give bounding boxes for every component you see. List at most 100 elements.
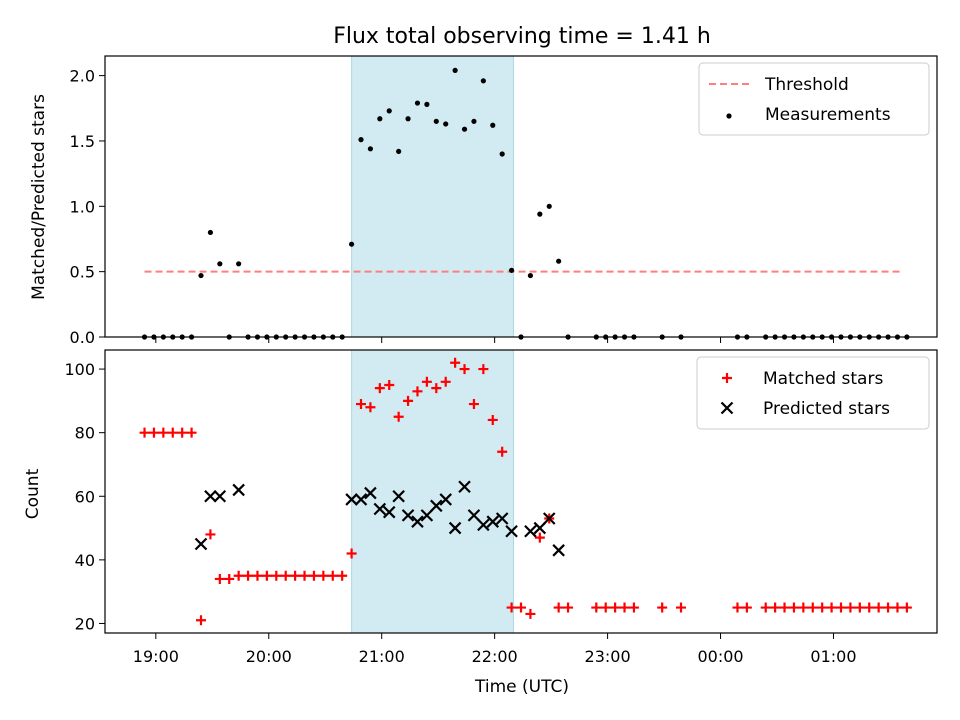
matched-star-point: [516, 602, 526, 613]
bottom-axes-frame: [104, 349, 938, 634]
matched-star-point: [459, 364, 470, 375]
predicted-star-point: [542, 512, 556, 525]
predicted-star-point: [232, 483, 245, 497]
matched-star-point: [788, 602, 799, 613]
measurement-point: [236, 261, 242, 267]
legend-label: Predicted stars: [763, 399, 890, 419]
matched-star-point: [327, 570, 338, 581]
matched-star-point: [290, 570, 301, 581]
predicted-star-point: [364, 486, 377, 500]
matched-star-point: [487, 414, 498, 425]
matched-star-point: [308, 570, 319, 581]
measurement-point: [527, 272, 534, 279]
predicted-star-point: [524, 524, 537, 538]
x-tick-label: 00:00: [697, 647, 743, 666]
matched-star-point: [337, 570, 348, 581]
matched-star-point: [892, 602, 903, 613]
legend-label: Matched stars: [763, 369, 883, 389]
matched-star-point: [403, 395, 414, 406]
measurement-point: [490, 122, 496, 128]
measurement-point: [377, 116, 383, 122]
predicted-star-point: [213, 489, 227, 503]
matched-star-point: [563, 602, 574, 613]
predicted-star-point: [430, 499, 443, 513]
measurement-point: [556, 258, 562, 264]
x-tick-label: 20:00: [246, 647, 292, 666]
matched-star-point: [525, 608, 536, 619]
measurement-point: [367, 146, 374, 152]
matched-star-point: [431, 383, 442, 394]
matched-star-point: [280, 570, 291, 581]
bottom-y-axis-label: Count: [23, 468, 43, 519]
top-y-axis-label: Matched/Predicted stars: [29, 94, 49, 300]
predicted-star-point: [458, 480, 471, 494]
matched-star-point: [770, 602, 781, 613]
matched-star-point: [506, 602, 517, 613]
predicted-star-point: [411, 515, 424, 528]
measurement-point: [537, 211, 543, 217]
matched-star-point: [356, 399, 366, 410]
bottom-y-tick-label: 60: [75, 487, 95, 506]
predicted-star-point: [448, 521, 462, 535]
matched-star-point: [478, 364, 489, 375]
predicted-star-point: [401, 509, 415, 522]
x-tick-label: 22:00: [472, 647, 518, 666]
legend-label: Threshold: [764, 75, 849, 95]
matched-star-point: [591, 602, 602, 613]
matched-star-point: [807, 602, 818, 613]
x-axis-label: Time (UTC): [474, 677, 569, 697]
predicted-star-point: [345, 493, 358, 506]
top-legend: Threshold Measurements: [698, 62, 930, 136]
matched-star-point: [628, 602, 639, 613]
measurement-point: [433, 118, 439, 124]
bottom-y-tick-label: 40: [75, 551, 95, 570]
matched-star-point: [299, 570, 310, 581]
measurement-point: [198, 272, 204, 279]
x-tick-label: 19:00: [133, 647, 179, 666]
matched-star-point: [553, 602, 564, 613]
matched-star-point: [732, 602, 743, 613]
matched-star-point: [600, 602, 611, 613]
matched-star-point: [873, 602, 884, 613]
matched-star-point: [901, 602, 912, 613]
matched-star-point: [883, 602, 894, 613]
matched-star-point: [845, 602, 856, 613]
matched-star-point: [657, 602, 668, 613]
matched-star-point: [196, 615, 206, 626]
x-tick-label: 21:00: [359, 647, 405, 666]
matched-star-point: [826, 602, 837, 613]
measurement-point: [424, 101, 430, 107]
predicted-star-point: [439, 493, 452, 506]
matched-star-point: [440, 376, 451, 387]
measurement-point: [405, 116, 411, 122]
matched-star-point: [468, 399, 479, 410]
predicted-star-point: [354, 493, 368, 506]
top-y-tick-label: 0.5: [70, 263, 95, 282]
top-axes-frame: [104, 55, 938, 338]
measurement-point: [546, 203, 552, 209]
matched-star-point: [374, 383, 385, 394]
predicted-star-point: [505, 524, 518, 538]
matched-star-point: [271, 570, 282, 581]
matched-star-point: [148, 427, 159, 438]
matched-star-point: [167, 427, 178, 438]
predicted-star-point: [533, 521, 547, 535]
measurement-point: [207, 229, 214, 236]
x-tick-label: 23:00: [585, 647, 631, 666]
matched-star-point: [450, 357, 461, 368]
matched-star-point: [224, 573, 235, 584]
top-legend-box: [698, 62, 930, 136]
matched-star-point: [676, 602, 686, 613]
legend-predicted-swatch: [720, 401, 734, 415]
matched-star-point: [243, 570, 254, 581]
matched-star-point: [365, 402, 376, 413]
legend-measurement-swatch: [726, 113, 732, 119]
matched-star-point: [177, 427, 188, 438]
measurement-point: [461, 126, 468, 132]
matched-star-point: [205, 529, 216, 540]
bottom-y-tick-label: 80: [75, 424, 95, 443]
bottom-panel: 20 40 60 80 100 19:00 20:00 21:00 22:00 23:00 00:0…: [64, 349, 938, 666]
matched-star-point: [817, 602, 828, 613]
top-y-tick-label: 1.5: [70, 132, 95, 151]
